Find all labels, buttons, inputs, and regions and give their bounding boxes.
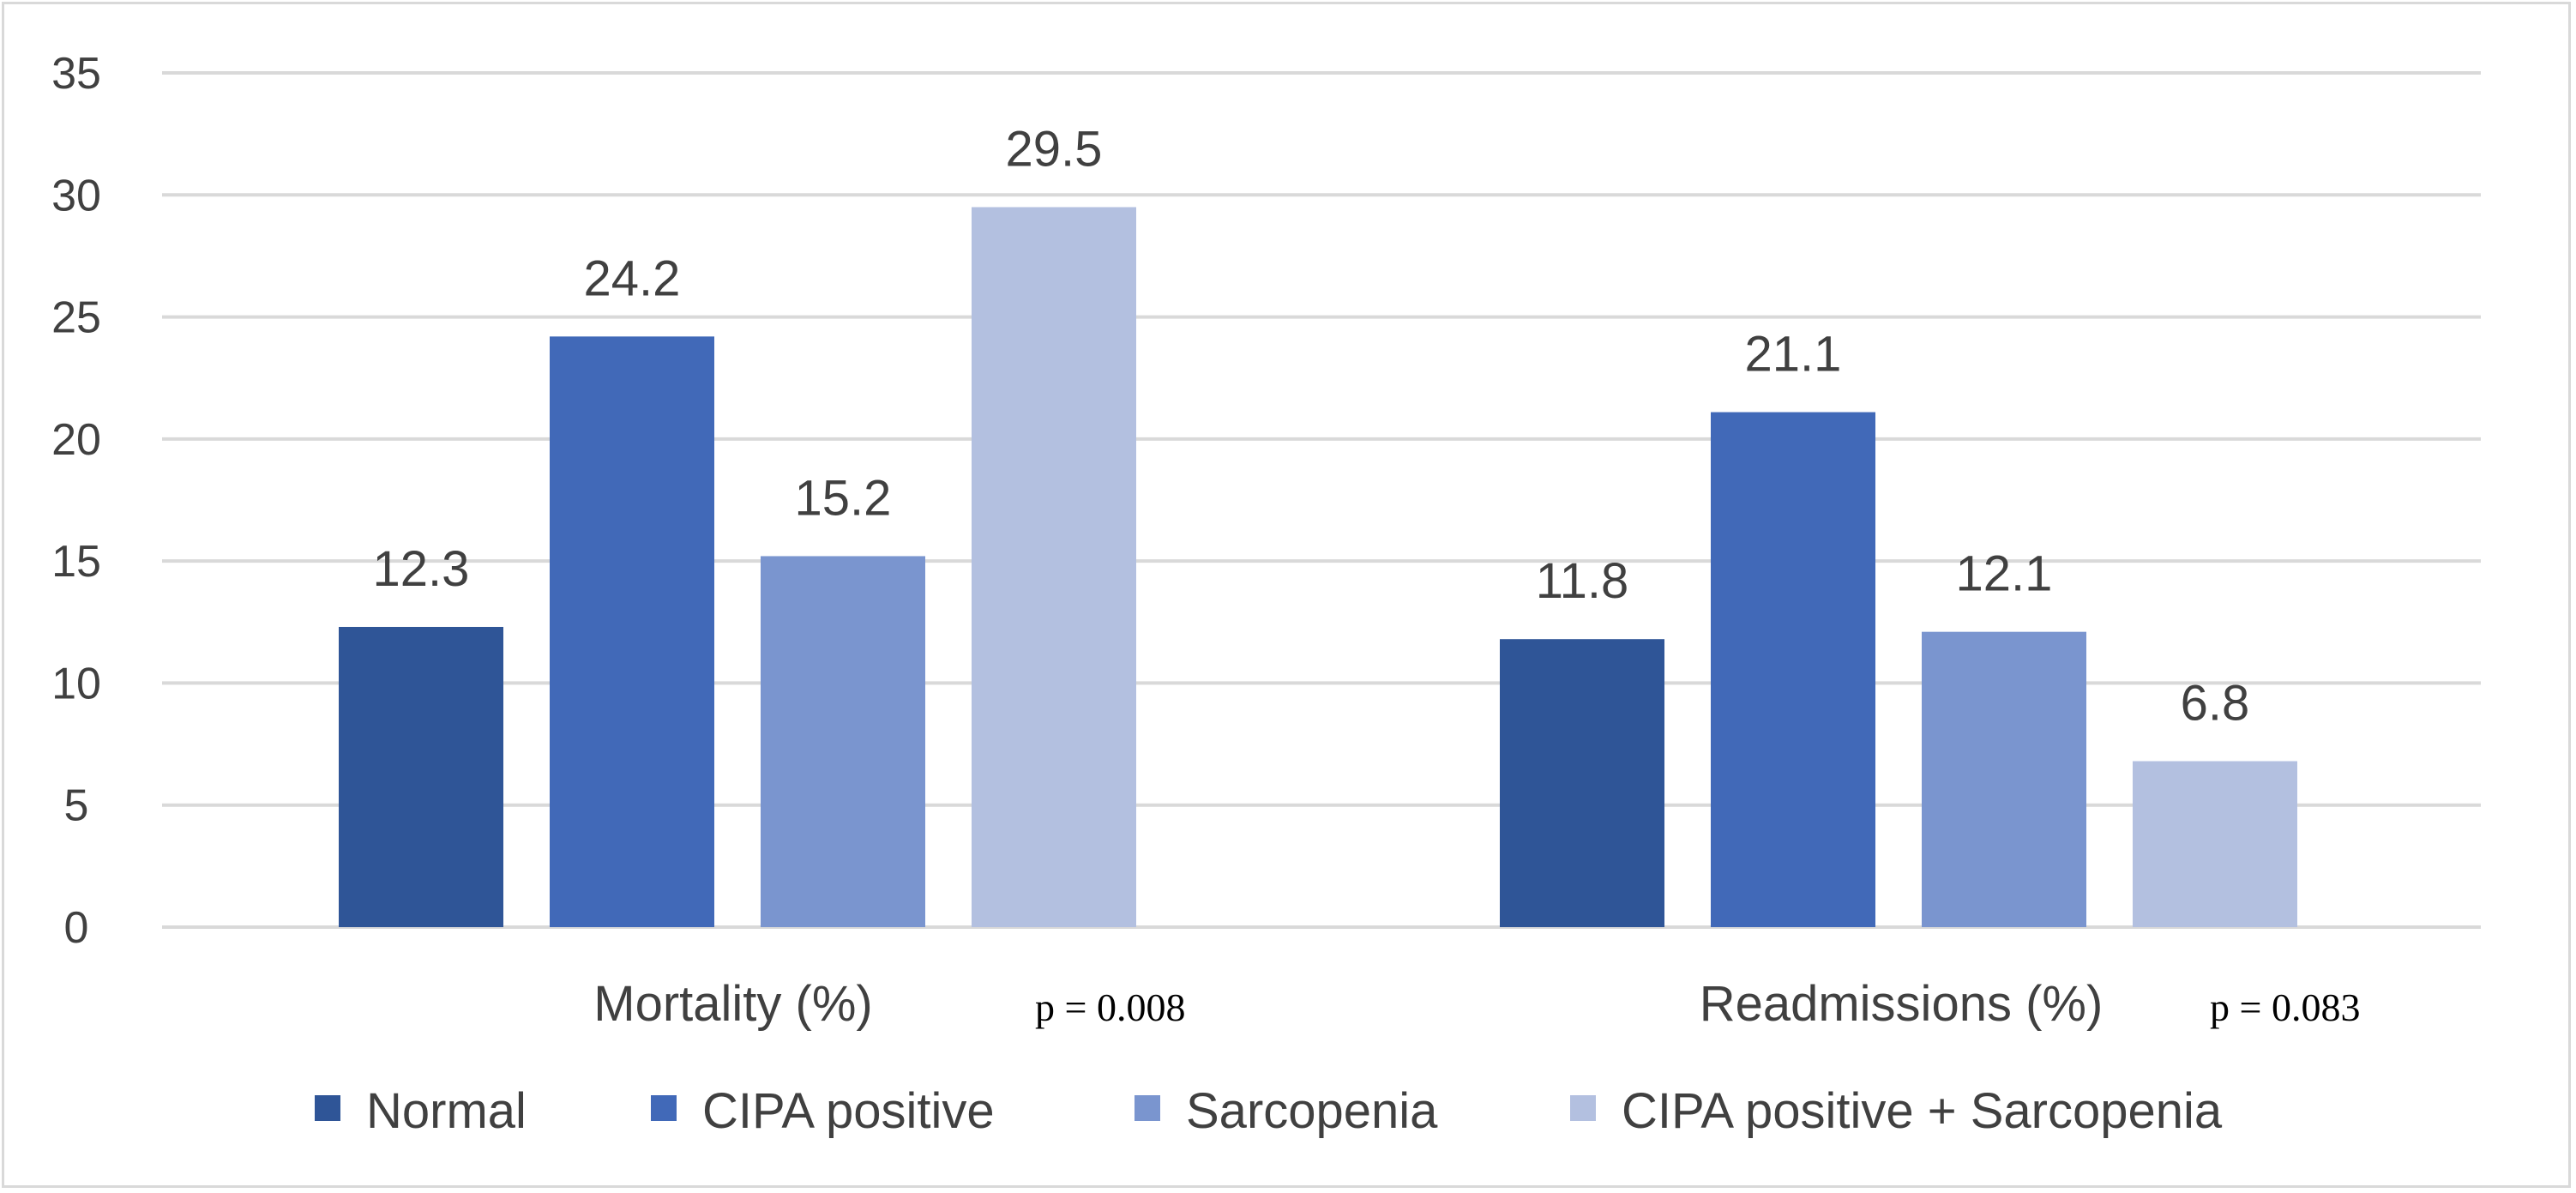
- y-axis-ticks: 0 5 10 15 20 25 30 35: [51, 49, 101, 953]
- bar-readmissions-cipa-positive: [1711, 412, 1875, 927]
- legend: Normal CIPA positive Sarcopenia CIPA pos…: [315, 1083, 2223, 1139]
- legend-swatch-sarcopenia: [1135, 1095, 1160, 1121]
- data-label-mortality-cipa-positive: 24.2: [584, 250, 681, 306]
- data-label-readmissions-cipa-positive-sarcopenia: 6.8: [2181, 675, 2250, 731]
- bar-mortality-normal: [339, 626, 503, 927]
- bar-readmissions-sarcopenia: [1922, 631, 2086, 927]
- gridlines: [162, 71, 2481, 929]
- legend-label-cipa-positive-sarcopenia: CIPA positive + Sarcopenia: [1622, 1083, 2223, 1139]
- y-tick-label-10: 10: [51, 659, 101, 708]
- legend-swatch-normal: [315, 1095, 340, 1121]
- data-label-mortality-normal: 12.3: [373, 541, 470, 597]
- bar-readmissions-cipa-positive-sarcopenia: [2133, 761, 2297, 927]
- y-tick-label-20: 20: [51, 415, 101, 465]
- y-tick-label-5: 5: [64, 781, 89, 831]
- data-label-readmissions-sarcopenia: 12.1: [1956, 546, 2053, 602]
- legend-label-sarcopenia: Sarcopenia: [1186, 1083, 1438, 1139]
- bars: [339, 207, 2297, 927]
- legend-label-cipa-positive: CIPA positive: [702, 1083, 995, 1139]
- y-tick-label-30: 30: [51, 171, 101, 220]
- legend-swatch-cipa-positive-sarcopenia: [1570, 1095, 1596, 1121]
- category-label-mortality: Mortality (%): [593, 976, 872, 1032]
- bar-mortality-cipa-positive-sarcopenia: [972, 207, 1136, 927]
- data-label-mortality-cipa-positive-sarcopenia: 29.5: [1006, 122, 1103, 178]
- y-tick-label-35: 35: [51, 49, 101, 99]
- bar-chart: 0 5 10 15 20 25 30 35 12.3 11.8 24.2 21.1 15.2 12.1 2…: [51, 49, 2481, 1139]
- category-label-readmissions: Readmissions (%): [1700, 976, 2104, 1032]
- p-value-mortality: p = 0.008: [1035, 985, 1185, 1029]
- bar-mortality-cipa-positive: [550, 336, 714, 927]
- bar-mortality-sarcopenia: [761, 556, 925, 927]
- legend-swatch-cipa-positive: [651, 1095, 677, 1121]
- legend-label-normal: Normal: [366, 1083, 527, 1139]
- p-value-readmissions: p = 0.083: [2210, 985, 2360, 1029]
- bar-readmissions-normal: [1500, 639, 1664, 927]
- y-tick-label-15: 15: [51, 537, 101, 587]
- data-label-readmissions-normal: 11.8: [1536, 553, 1629, 609]
- y-tick-label-0: 0: [64, 903, 89, 953]
- y-tick-label-25: 25: [51, 293, 101, 343]
- data-label-mortality-sarcopenia: 15.2: [795, 470, 892, 526]
- data-label-readmissions-cipa-positive: 21.1: [1745, 327, 1842, 383]
- data-labels: 12.3 11.8 24.2 21.1 15.2 12.1 29.5 6.8: [373, 122, 2250, 732]
